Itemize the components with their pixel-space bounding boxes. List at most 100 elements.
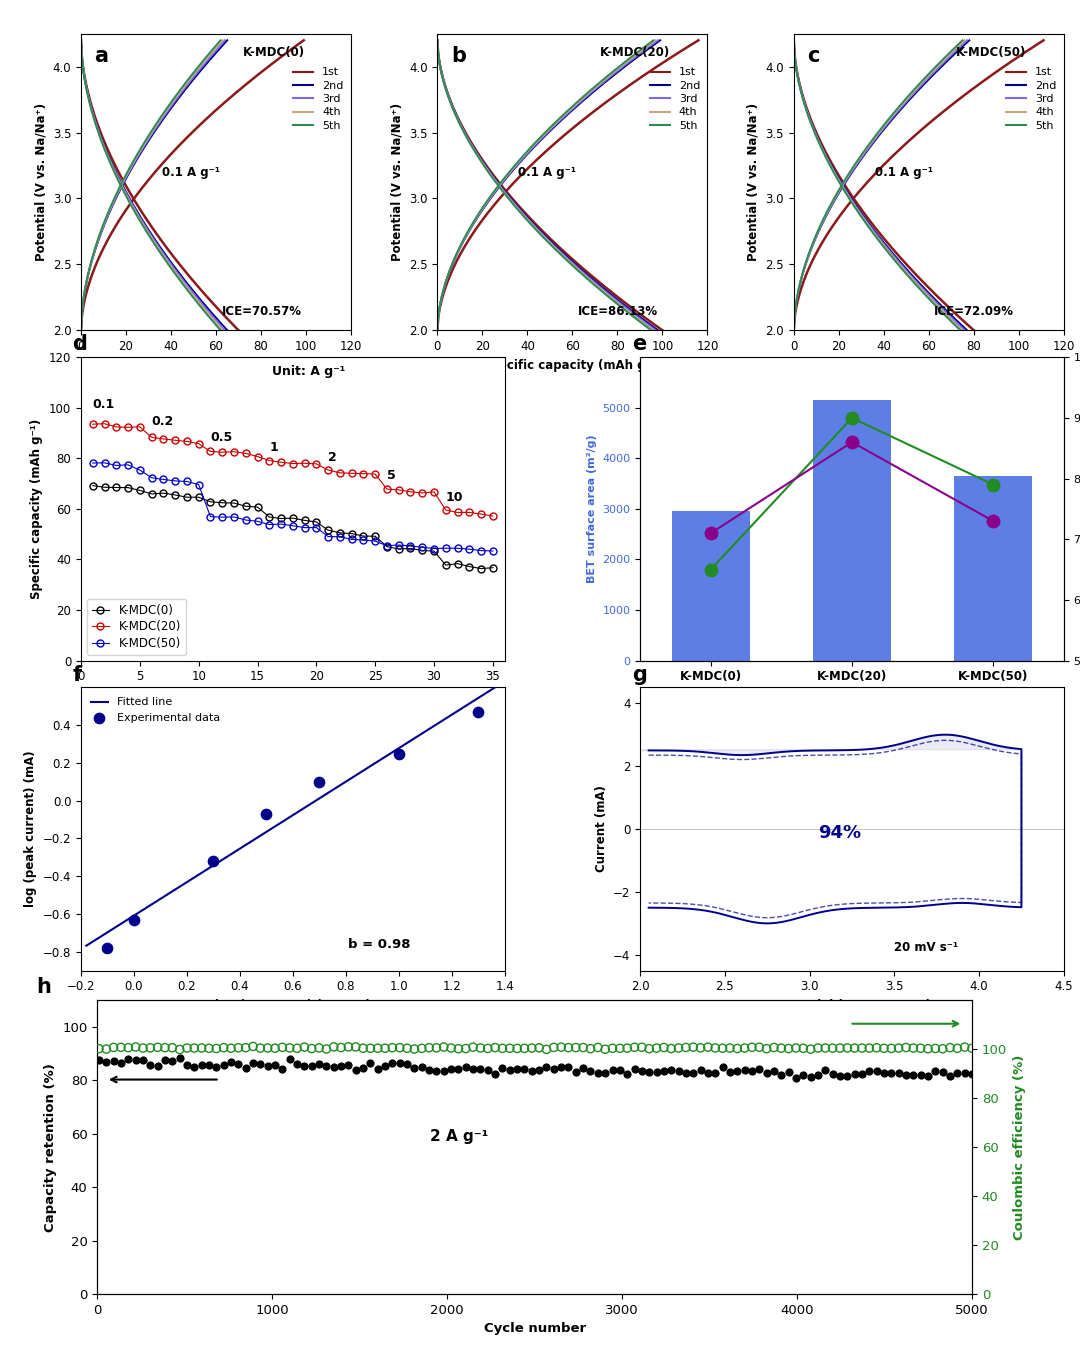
Point (735, 1060, 753, 1081)
Point (743, 1060, 760, 1081)
Point (963, 1064, 981, 1085)
Point (296, 1055, 313, 1077)
Point (215, 1037, 232, 1058)
Point (882, 1062, 900, 1084)
Point (186, 1055, 203, 1077)
Point (766, 1061, 783, 1082)
Point (897, 1037, 915, 1058)
Point (590, 1062, 607, 1084)
Point (619, 1064, 636, 1085)
Text: 2 A g⁻¹: 2 A g⁻¹ (430, 1130, 488, 1144)
Point (480, 1060, 497, 1081)
Point (207, 1055, 225, 1077)
Fitted line (190, 868, 203, 884)
Point (480, 1038, 497, 1060)
Point (861, 1038, 878, 1060)
Point (735, 1038, 753, 1060)
Point (875, 1062, 892, 1084)
Point (516, 1058, 534, 1080)
Legend: 1st, 2nd, 3rd, 4th, 5th: 1st, 2nd, 3rd, 4th, 5th (646, 63, 704, 135)
Point (244, 1053, 261, 1074)
Line: Fitted line: Fitted line (86, 685, 499, 946)
Point (758, 1038, 775, 1060)
Point (406, 1038, 423, 1060)
Text: 20 mV s⁻¹: 20 mV s⁻¹ (894, 941, 958, 954)
Point (868, 1061, 886, 1082)
Point (222, 1051, 240, 1073)
Point (259, 1055, 276, 1077)
Text: 94%: 94% (819, 824, 861, 841)
Experimental data (258, 803, 275, 825)
Point (288, 1038, 306, 1060)
Point (435, 1061, 453, 1082)
Point (692, 1037, 710, 1058)
Point (252, 1038, 269, 1060)
Point (766, 1037, 783, 1058)
Point (178, 1054, 195, 1076)
Point (112, 1037, 130, 1058)
Experimental data (205, 851, 222, 872)
Point (414, 1057, 431, 1078)
Text: c: c (807, 46, 820, 66)
Point (729, 1038, 746, 1060)
Point (868, 1037, 886, 1058)
Point (670, 1037, 687, 1058)
Point (97, 1051, 114, 1073)
Point (795, 1065, 812, 1086)
Point (780, 1061, 797, 1082)
Point (201, 1038, 218, 1060)
Point (91, 1050, 108, 1072)
Point (559, 1055, 577, 1077)
Point (523, 1037, 540, 1058)
Text: e: e (632, 334, 646, 355)
X-axis label: Specific capacity (mAh g⁻¹): Specific capacity (mAh g⁻¹) (126, 359, 306, 372)
Point (714, 1057, 731, 1078)
Fitted line (458, 698, 471, 714)
Text: 2: 2 (328, 450, 337, 464)
Point (582, 1061, 599, 1082)
Point (575, 1058, 592, 1080)
Point (91, 1038, 108, 1060)
Point (721, 1037, 739, 1058)
Y-axis label: Potential (V vs. Na/Na⁺): Potential (V vs. Na/Na⁺) (35, 102, 48, 262)
Point (149, 1055, 166, 1077)
Point (729, 1061, 746, 1082)
Point (530, 1060, 548, 1081)
Point (611, 1038, 629, 1060)
Text: 0.1 A g⁻¹: 0.1 A g⁻¹ (518, 166, 577, 179)
Point (853, 1062, 870, 1084)
Point (333, 1037, 350, 1058)
Point (809, 1037, 826, 1058)
Point (832, 1065, 849, 1086)
Point (890, 1037, 907, 1058)
Point (905, 1065, 922, 1086)
Point (692, 1060, 710, 1081)
Point (685, 1062, 702, 1084)
Point (780, 1038, 797, 1060)
Point (399, 1038, 416, 1060)
Point (927, 1061, 944, 1082)
Point (530, 1037, 548, 1058)
Point (882, 1038, 900, 1060)
Text: K-MDC(0): K-MDC(0) (243, 46, 306, 58)
Point (802, 1066, 820, 1088)
Fitted line (157, 890, 170, 906)
Point (824, 1038, 841, 1060)
Text: a: a (95, 46, 108, 66)
Point (656, 1061, 673, 1082)
Point (141, 1054, 159, 1076)
Point (149, 1037, 166, 1058)
Point (141, 1037, 159, 1058)
Point (596, 1062, 613, 1084)
Point (787, 1037, 805, 1058)
Point (604, 1058, 621, 1080)
Point (948, 1062, 966, 1084)
Point (362, 1051, 379, 1073)
Text: Unit: A g⁻¹: Unit: A g⁻¹ (272, 365, 345, 379)
Point (619, 1038, 636, 1060)
Point (164, 1050, 181, 1072)
Point (685, 1037, 702, 1058)
Point (714, 1038, 731, 1060)
Point (648, 1061, 665, 1082)
Y-axis label: Potential (V vs. Na/Na⁺): Potential (V vs. Na/Na⁺) (391, 102, 404, 262)
